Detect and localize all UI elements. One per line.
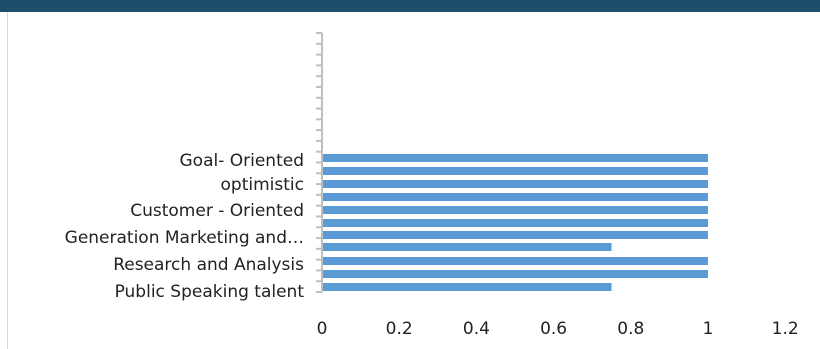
bar [323, 257, 708, 265]
category-label: Research and Analysis [113, 255, 304, 275]
category-label: Generation Marketing and… [65, 228, 304, 248]
bar [323, 231, 708, 239]
x-tick-label: 0 [317, 319, 328, 339]
category-label: Goal- Oriented [180, 151, 305, 171]
x-axis-tick-labels: 0 0.2 0.4 0.6 0.8 1 1.2 [317, 319, 799, 339]
x-tick-label: 0.2 [386, 319, 413, 339]
bar [323, 270, 708, 278]
bar [323, 219, 708, 227]
x-tick-label: 0.8 [617, 319, 644, 339]
bar [323, 193, 708, 201]
x-tick-label: 0.6 [540, 319, 567, 339]
bars [323, 154, 708, 291]
bar [323, 206, 708, 214]
x-tick-label: 0.4 [463, 319, 490, 339]
bar [323, 154, 708, 162]
x-tick-label: 1 [703, 319, 714, 339]
category-label: Public Speaking talent [115, 282, 305, 302]
category-labels: Goal- Oriented optimistic Customer - Orien… [65, 151, 305, 302]
category-label: Customer - Oriented [130, 201, 304, 221]
category-label: optimistic [221, 175, 304, 195]
bar [323, 243, 612, 251]
top-header-band [0, 0, 820, 12]
bar [323, 180, 708, 188]
bar [323, 167, 708, 175]
x-tick-label: 1.2 [772, 319, 799, 339]
bar [323, 283, 612, 291]
chart-frame [7, 12, 820, 349]
